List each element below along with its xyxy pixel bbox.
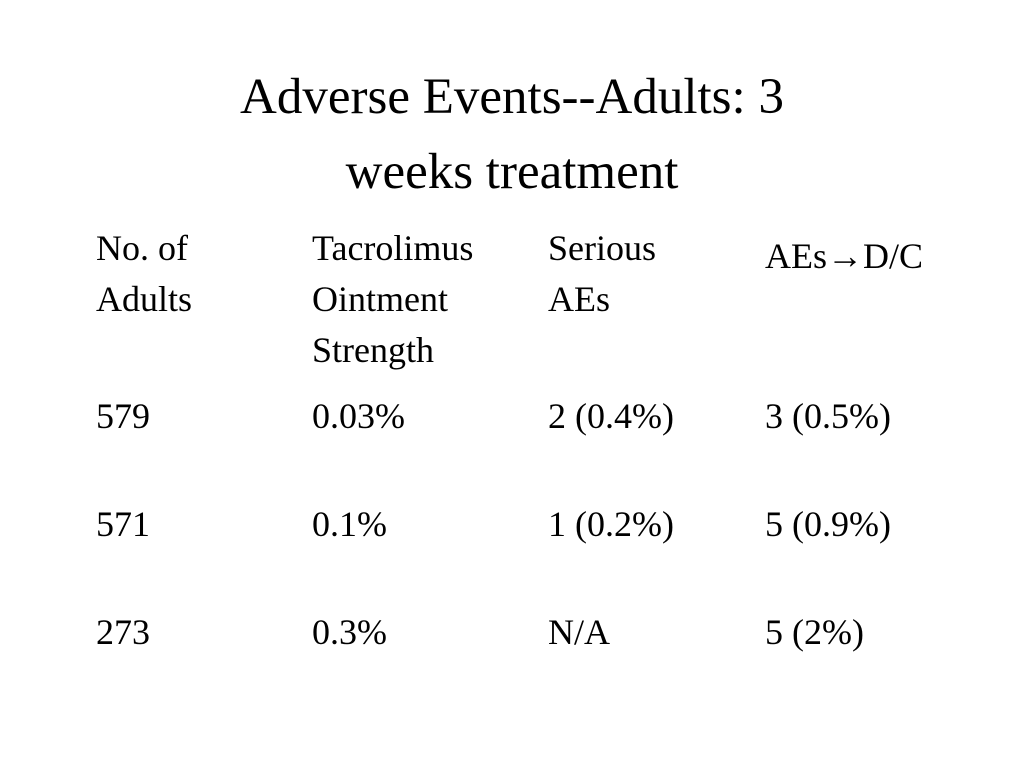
title-line: weeks treatment bbox=[345, 144, 679, 200]
cell-serious-aes: 1 (0.2%) bbox=[548, 504, 674, 544]
header-text: AEs→D/C bbox=[765, 236, 924, 276]
header-text: Strength bbox=[312, 330, 434, 370]
header-text: No. of bbox=[96, 228, 188, 268]
slide-title: Adverse Events--Adults: 3 weeks treatmen… bbox=[0, 72, 1024, 222]
header-aes-discontinuation: AEs→D/C bbox=[765, 228, 995, 396]
cell-aes-discontinuation: 3 (0.5%) bbox=[765, 396, 891, 436]
header-text: Tacrolimus bbox=[312, 228, 474, 268]
table-header-row: No. of Adults Tacrolimus Ointment Streng… bbox=[96, 228, 995, 396]
header-text: Ointment bbox=[312, 279, 448, 319]
header-text: Adults bbox=[96, 279, 193, 319]
header-no-of-adults: No. of Adults bbox=[96, 228, 312, 396]
cell-ointment-strength: 0.1% bbox=[312, 504, 387, 544]
cell-serious-aes: N/A bbox=[548, 612, 610, 652]
cell-aes-discontinuation: 5 (0.9%) bbox=[765, 504, 891, 544]
cell-no-of-adults: 273 bbox=[96, 612, 150, 652]
table-row: 579 0.03% 2 (0.4%) 3 (0.5%) bbox=[96, 396, 995, 504]
header-text: Serious bbox=[548, 228, 656, 268]
cell-no-of-adults: 571 bbox=[96, 504, 150, 544]
cell-ointment-strength: 0.3% bbox=[312, 612, 387, 652]
cell-ointment-strength: 0.03% bbox=[312, 396, 405, 436]
table-row: 273 0.3% N/A 5 (2%) bbox=[96, 612, 995, 720]
header-ointment-strength: Tacrolimus Ointment Strength bbox=[312, 228, 548, 396]
title-line: Adverse Events--Adults: 3 bbox=[240, 69, 784, 125]
table-row: 571 0.1% 1 (0.2%) 5 (0.9%) bbox=[96, 504, 995, 612]
header-text: AEs bbox=[548, 279, 610, 319]
cell-serious-aes: 2 (0.4%) bbox=[548, 396, 674, 436]
header-serious-aes: Serious AEs bbox=[548, 228, 765, 396]
cell-no-of-adults: 579 bbox=[96, 396, 150, 436]
adverse-events-table: No. of Adults Tacrolimus Ointment Streng… bbox=[96, 228, 995, 720]
cell-aes-discontinuation: 5 (2%) bbox=[765, 612, 864, 652]
